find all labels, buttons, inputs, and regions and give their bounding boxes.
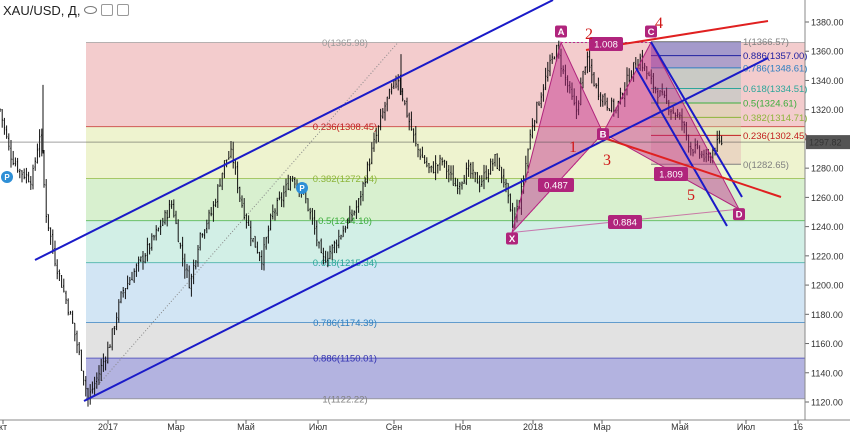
fib-small-label: 0.5(1324.61) [743,98,797,109]
fib-zone [86,358,805,399]
pattern-point-label: X [509,234,516,245]
pattern-ratio-badge [589,37,623,51]
wave-label: 4 [655,15,663,32]
fib-level-label: 0.236(1308.45) [313,122,377,133]
pattern-point-badge [645,25,657,38]
x-tick-label: Мар [593,422,611,432]
channel-lower-line [83,57,769,402]
fib-small-label: 1(1366.57) [743,37,789,48]
y-tick-label: 1180.00 [811,310,843,320]
fib-small-label: 0.786(1348.61) [743,63,807,74]
fib-level-label: 0.618(1215.34) [313,258,377,269]
fib-small-label: 0.382(1314.71) [743,113,807,124]
y-tick-label: 1260.00 [811,193,844,203]
pattern-point-label: A [558,27,565,38]
pattern-point-badge [506,232,518,245]
x-tick-label: кт [0,422,7,432]
fib-level-label: 0(1365.98) [322,38,368,49]
y-tick-label: 1140.00 [811,368,843,378]
y-tick-label: 1120.00 [811,398,843,408]
fib-level-label: 1(1122.22) [322,394,367,405]
x-tick-label: Ноя [455,422,472,432]
x-tick-label: Июл [737,422,755,432]
fib-level-label: 0.886(1150.01) [313,354,377,365]
pattern-point-badge [733,208,745,221]
fib-zone [86,262,805,323]
close-icon[interactable] [117,4,130,16]
fib-level-label: 0.5(1244.10) [318,216,372,227]
pattern-ratio-badge [538,178,574,192]
fib-small-label: 0.236(1302.45) [743,131,807,142]
x-tick-label: Май [671,422,689,432]
pattern-point-label: D [736,210,743,221]
y-tick-label: 1240.00 [811,222,844,232]
x-tick-label: Июл [309,422,327,432]
pattern-point-badge [597,128,609,141]
x-tick-label: Сен [386,422,403,432]
y-tick-label: 1200.00 [811,281,844,291]
fib-zone [86,322,805,359]
fib-trend-line [85,42,399,400]
fib-level-label: 0.786(1174.39) [313,318,377,329]
pivot-marker[interactable] [296,182,308,194]
channel-upper-line [34,0,554,261]
y-tick-label: 1380.00 [811,18,844,28]
x-tick-label: 2018 [523,422,543,432]
x-tick-label: 16 [793,422,803,432]
fib-small-zone [651,88,741,103]
y-tick-label: 1360.00 [811,47,844,57]
wedge-line-1 [650,41,743,198]
symbol-label: XAU/USD, Д, [3,2,81,18]
pivot-marker[interactable] [1,171,13,183]
wave-label: 5 [687,187,695,204]
pattern-point-label: C [648,27,655,38]
wedge-line-2 [635,67,728,227]
pattern-ratio-label: 1.008 [594,40,618,51]
fib-zone [86,220,805,263]
fib-small-zone [651,117,741,136]
fib-small-label: 0(1282.65) [743,160,789,171]
last-price-label: 1297.82 [809,138,842,148]
support-line [597,135,782,198]
last-price-badge [806,135,850,150]
wave-label: 2 [585,26,593,43]
x-tick-label: 2017 [98,422,118,432]
y-tick-label: 1160.00 [811,339,843,349]
y-tick-label: 1340.00 [811,76,844,86]
wave-label: 3 [603,152,611,169]
eye-icon[interactable] [84,6,98,14]
y-tick-label: 1220.00 [811,251,844,261]
fib-small-zone [651,55,741,68]
pivot-marker-label: P [4,173,10,182]
pattern-ratio-label: 0.487 [544,181,568,192]
chart-header: XAU/USD, Д, [0,0,130,20]
y-tick-label: 1320.00 [811,105,844,115]
y-tick-label: 1280.00 [811,164,844,174]
wave-label: 1 [569,139,577,156]
pattern-ratio-label: 1.809 [659,170,683,181]
pattern-ratio-badge [608,215,642,229]
pivot-marker-label: P [299,184,305,193]
fib-level-label: 0.382(1272.94) [313,174,377,185]
fib-small-label: 0.618(1334.51) [743,84,807,95]
x-tick-label: Май [237,422,255,432]
fib-small-zone [651,41,741,56]
fib-small-label: 0.886(1357.00) [743,51,807,62]
fib-zone [86,178,805,221]
pattern-ratio-label: 0.884 [613,218,637,229]
pattern-point-badge [555,25,567,38]
pattern-ratio-badge [654,167,688,181]
settings-icon[interactable] [101,4,114,16]
x-tick-label: Мар [167,422,185,432]
pattern-xb-line [511,132,604,233]
pattern-point-label: B [600,130,607,141]
